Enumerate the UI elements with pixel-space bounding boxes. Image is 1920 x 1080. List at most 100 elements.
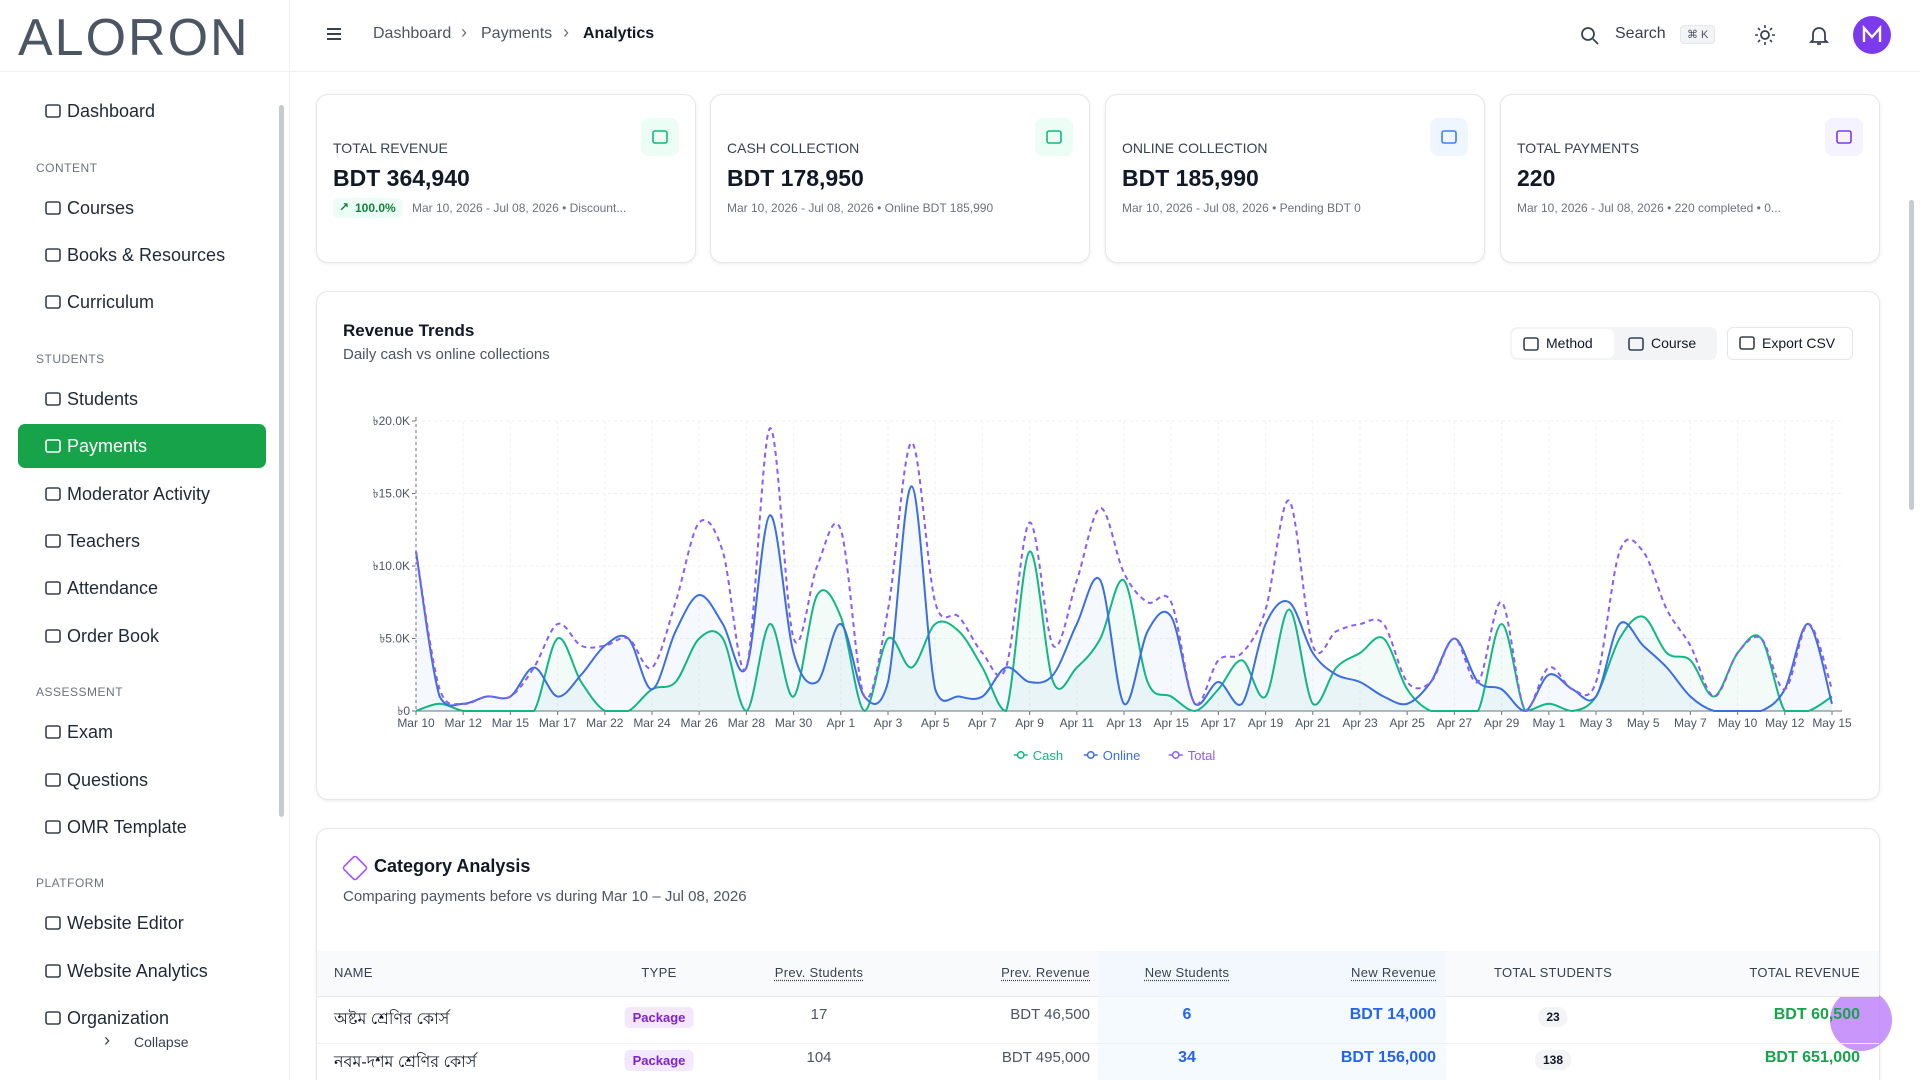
column-header: TOTAL REVENUE — [1749, 965, 1860, 980]
x-tick-label: May 10 — [1718, 716, 1758, 730]
logo-divider — [0, 71, 289, 72]
stat-label: TOTAL PAYMENTS — [1517, 140, 1640, 156]
nav-item[interactable]: Curriculum — [18, 280, 266, 324]
theme-icon[interactable] — [1754, 24, 1776, 46]
logo[interactable]: ALORON — [18, 9, 250, 67]
stat-badge: 100.0% ↗ — [333, 198, 402, 218]
breadcrumb-separator: › — [563, 22, 569, 42]
column-header[interactable]: Prev. Students — [774, 965, 864, 980]
sidebar-footer — [0, 1030, 289, 1080]
x-tick-label: Apr 5 — [921, 716, 950, 730]
avatar[interactable] — [1853, 16, 1891, 54]
x-tick-label: Apr 3 — [874, 716, 903, 730]
nav-icon — [45, 392, 61, 406]
row-divider — [317, 1043, 1879, 1044]
column-header[interactable]: New Revenue — [1351, 965, 1436, 980]
stat-icon — [641, 118, 679, 156]
collapse-button[interactable]: Collapse — [134, 1034, 189, 1050]
column-header[interactable]: New Students — [1144, 965, 1230, 980]
legend-label: Total — [1188, 748, 1216, 763]
nav-item[interactable]: Students — [18, 377, 266, 421]
x-tick-label: Mar 30 — [775, 716, 813, 730]
nav-icon — [45, 820, 61, 834]
stat-card: ONLINE COLLECTION BDT 185,990 Mar 10, 2026… — [1105, 94, 1485, 263]
legend-label: Online — [1103, 748, 1141, 763]
breadcrumb[interactable]: Dashboard — [373, 25, 452, 42]
floating-action[interactable] — [1830, 989, 1892, 1051]
toolbar-button[interactable]: Course — [1617, 329, 1715, 358]
nav-item[interactable]: Attendance — [18, 566, 266, 610]
table-cell: 17 — [810, 1006, 828, 1023]
nav-icon — [1739, 336, 1755, 350]
chart-card — [316, 291, 1880, 800]
nav-item[interactable]: Teachers — [18, 519, 266, 563]
nav-item[interactable]: Website Editor — [18, 901, 266, 945]
nav-label: Students — [67, 389, 139, 409]
column-header[interactable]: Prev. Revenue — [1001, 965, 1090, 980]
x-tick-label: Apr 1 — [826, 716, 855, 730]
x-tick-label: Apr 17 — [1201, 716, 1237, 730]
chart: ৳0 ৳5.0K ৳10.0K ৳15.0K ৳20.0K Mar 10 Mar 12 Mar… — [373, 414, 1852, 763]
nav-label: Payments — [67, 436, 148, 456]
x-tick-label: Mar 26 — [681, 716, 719, 730]
stat-value: BDT 178,950 — [727, 165, 864, 191]
stat-subtitle: Mar 10, 2026 - Jul 08, 2026 • Discount..… — [412, 201, 627, 215]
toolbar-button[interactable]: Method — [1512, 329, 1614, 358]
nav-item[interactable]: Payments — [18, 424, 266, 468]
table-cell: BDT 14,000 — [1349, 1006, 1436, 1023]
nav-label: Exam — [67, 722, 114, 742]
nav-label: Moderator Activity — [67, 484, 211, 504]
legend-marker — [1086, 751, 1095, 759]
legend-item: Online — [1083, 748, 1141, 763]
nav-item[interactable]: Organization — [18, 996, 266, 1040]
nav-item[interactable]: Exam — [18, 710, 266, 754]
nav-label: Teachers — [67, 531, 141, 551]
table-title: Category Analysis — [374, 856, 531, 876]
bell-icon[interactable] — [1808, 24, 1830, 46]
breadcrumb[interactable]: Payments — [481, 25, 553, 42]
nav-label: Dashboard — [67, 101, 156, 121]
table-cell: নবম-দশম শ্রেণির কোর্স — [334, 1054, 477, 1071]
nav-icon — [1046, 130, 1062, 144]
stat-card: TOTAL REVENUE BDT 364,940 100.0% ↗ Mar 10, 2… — [316, 94, 696, 263]
nav-icon — [45, 773, 61, 787]
table-cell: 6 — [1182, 1006, 1192, 1023]
stat-label: CASH COLLECTION — [727, 140, 860, 156]
nav-icon — [45, 295, 61, 309]
x-tick-label: Apr 7 — [968, 716, 997, 730]
stat-subtitle: Mar 10, 2026 - Jul 08, 2026 • 220 comple… — [1517, 201, 1781, 215]
x-tick-label: Apr 27 — [1437, 716, 1473, 730]
search-label[interactable]: Search — [1615, 25, 1666, 42]
nav-item[interactable]: Books & Resources — [18, 233, 266, 277]
stat-card: TOTAL PAYMENTS 220 Mar 10, 2026 - Jul 08, … — [1500, 94, 1880, 263]
nav-item[interactable]: Moderator Activity — [18, 472, 266, 516]
x-tick-label: Apr 15 — [1154, 716, 1190, 730]
table-cell: 138 — [1534, 1050, 1572, 1070]
nav-item[interactable]: Questions — [18, 758, 266, 802]
series-line — [415, 550, 1833, 713]
nav-icon — [45, 248, 61, 262]
nav-item[interactable]: Courses — [18, 186, 266, 230]
nav-section-heading: PLATFORM — [36, 876, 105, 890]
x-tick-label: Apr 29 — [1484, 716, 1520, 730]
x-tick-label: Mar 15 — [492, 716, 530, 730]
toolbar-button[interactable]: Export CSV — [1727, 327, 1853, 360]
y-tick-label: ৳20.0K — [373, 414, 410, 428]
nav-item[interactable]: OMR Template — [18, 805, 266, 849]
legend-item: Cash — [1013, 748, 1063, 763]
search-icon[interactable] — [1580, 26, 1600, 46]
x-tick-label: Mar 12 — [445, 716, 483, 730]
table-cell: BDT 156,000 — [1340, 1049, 1436, 1066]
nav-icon — [45, 916, 61, 930]
x-tick-label: Apr 13 — [1106, 716, 1142, 730]
x-tick-label: Mar 28 — [728, 716, 766, 730]
nav-item[interactable]: Website Analytics — [18, 949, 266, 993]
nav-item[interactable]: Dashboard — [18, 89, 266, 133]
nav-item[interactable]: Order Book — [18, 614, 266, 658]
legend-item: Total — [1168, 748, 1216, 763]
breadcrumb-separator: › — [461, 22, 467, 42]
table-cell: Package — [624, 1007, 694, 1028]
nav-icon — [45, 104, 61, 118]
menu-icon[interactable] — [324, 24, 344, 44]
y-tick-label: ৳0 — [397, 704, 410, 718]
